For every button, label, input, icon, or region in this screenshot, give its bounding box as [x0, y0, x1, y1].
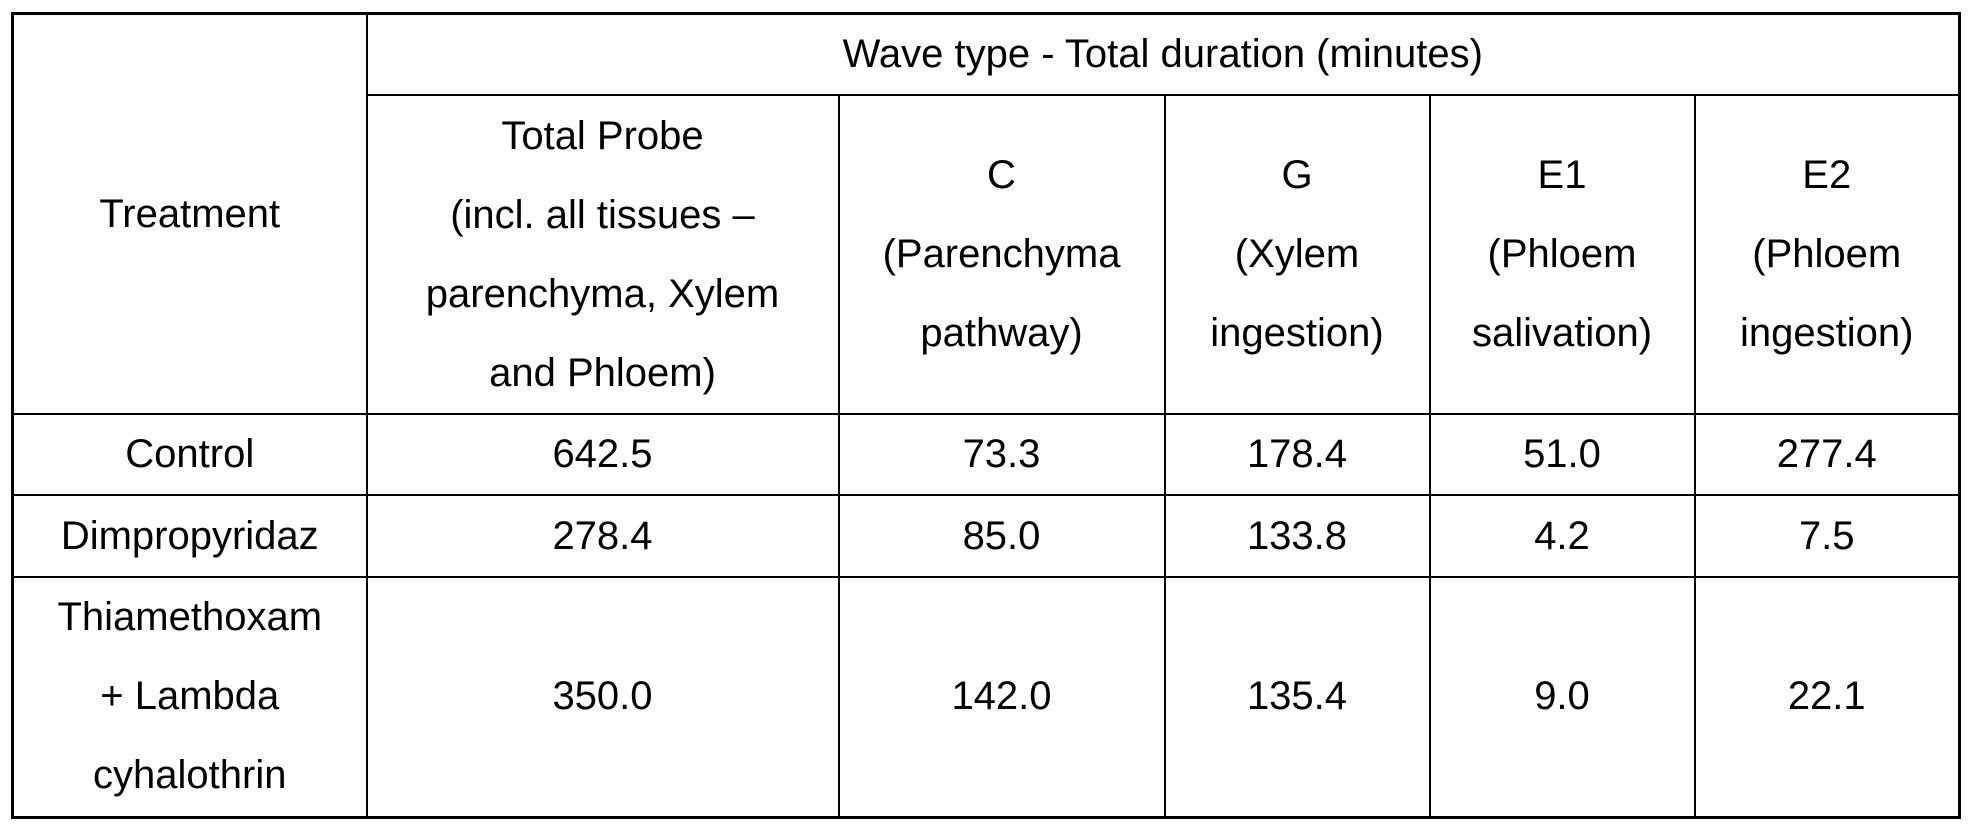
column-header-e2: E2 (Phloem ingestion): [1693, 94, 1961, 415]
group-header-label: Wave type - Total duration (minutes): [842, 32, 1483, 76]
value-cell: 4.2: [1428, 494, 1696, 578]
value-cell: 278.4: [365, 494, 840, 578]
header-line: (incl. all tissues –: [450, 192, 755, 237]
header-line: ingestion): [1740, 311, 1914, 355]
value-cell: 22.1: [1693, 576, 1961, 818]
header-line: E2: [1802, 153, 1852, 197]
header-line: (Phloem: [1752, 232, 1902, 276]
treatment-name: Control: [125, 432, 255, 476]
header-line: (Phloem: [1487, 232, 1637, 276]
value-cell: 73.3: [837, 413, 1166, 496]
column-header-c: C (Parenchyma pathway): [837, 94, 1166, 415]
value-cell: 135.4: [1163, 576, 1431, 818]
treatment-name: Dimpropyridaz: [60, 513, 319, 558]
treatment-header: Treatment: [11, 12, 368, 415]
header-row-columns: Total Probe (incl. all tissues – parench…: [13, 94, 1961, 415]
table-row: Thiamethoxam + Lambda cyhalothrin 350.0 …: [11, 576, 1961, 818]
value-cell: 277.4: [1693, 413, 1961, 496]
value-cell: 51.0: [1428, 413, 1696, 496]
value-cell: 642.5: [365, 413, 840, 496]
header-line: pathway): [920, 311, 1083, 355]
value-cell: 7.5: [1693, 494, 1961, 578]
header-line: G: [1281, 153, 1313, 197]
column-header-e1: E1 (Phloem salivation): [1428, 94, 1696, 415]
header-line: salivation): [1471, 311, 1653, 355]
header-line: (Parenchyma: [882, 232, 1121, 276]
table-row: Dimpropyridaz 278.4 85.0 133.8 4.2 7.5: [11, 494, 1961, 578]
column-header-total-probe: Total Probe (incl. all tissues – parench…: [365, 94, 840, 415]
wave-type-group-header: Wave type - Total duration (minutes): [365, 12, 1961, 96]
header-line: E1: [1537, 153, 1587, 197]
value-cell: 142.0: [837, 576, 1166, 818]
header-line: and Phloem): [489, 350, 716, 395]
header-line: Total Probe: [501, 113, 704, 158]
value-cell: 178.4: [1163, 413, 1431, 496]
column-header-g: G (Xylem ingestion): [1163, 94, 1431, 415]
treatment-cell: Thiamethoxam + Lambda cyhalothrin: [11, 576, 368, 818]
value-cell: 350.0: [365, 576, 840, 818]
treatment-name: Thiamethoxam: [57, 595, 323, 640]
treatment-header-label: Treatment: [99, 191, 281, 236]
value-cell: 9.0: [1428, 576, 1696, 818]
header-line: parenchyma, Xylem: [425, 271, 780, 316]
treatment-name: + Lambda: [100, 674, 280, 719]
treatment-cell: Control: [11, 413, 368, 496]
value-cell: 85.0: [837, 494, 1166, 578]
header-row-group: Treatment Wave type - Total duration (mi…: [11, 12, 1961, 415]
wave-duration-table: Treatment Wave type - Total duration (mi…: [11, 12, 1961, 819]
header-line: C: [987, 153, 1016, 197]
value-cell: 133.8: [1163, 494, 1431, 578]
treatment-name: cyhalothrin: [93, 753, 287, 798]
table-row: Control 642.5 73.3 178.4 51.0 277.4: [11, 413, 1961, 496]
treatment-cell: Dimpropyridaz: [11, 494, 368, 578]
header-line: ingestion): [1210, 311, 1384, 355]
header-line: (Xylem: [1234, 232, 1360, 276]
